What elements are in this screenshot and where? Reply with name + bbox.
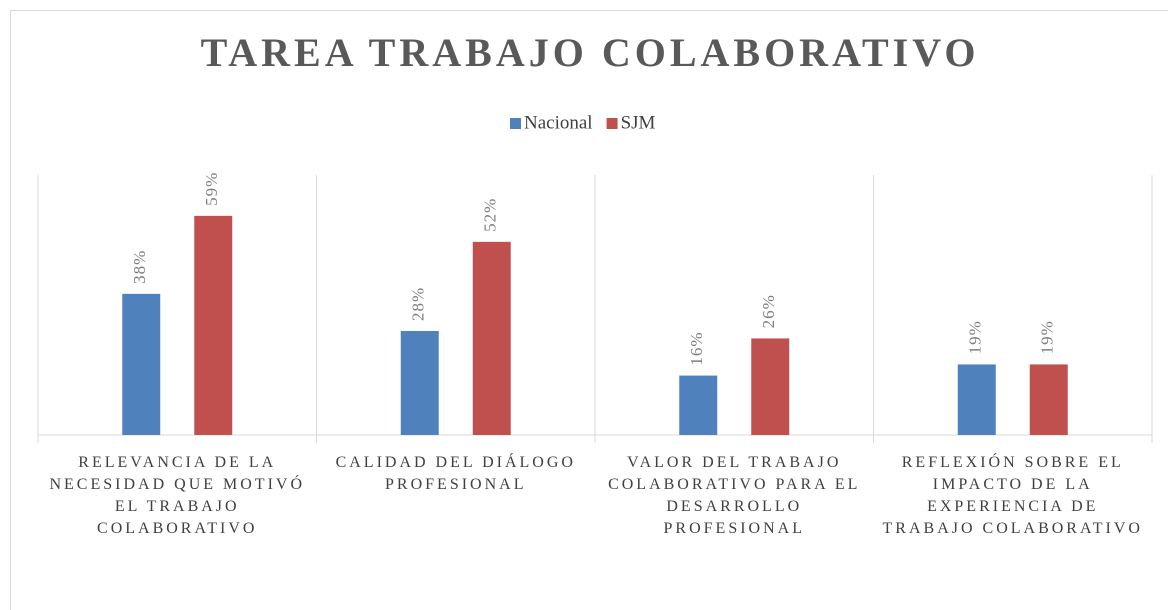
bar xyxy=(472,241,511,435)
bar xyxy=(957,364,996,435)
bar xyxy=(400,331,439,435)
bar xyxy=(679,375,718,435)
legend-label: SJM xyxy=(621,112,656,133)
bar xyxy=(751,338,790,435)
data-label: 38% xyxy=(130,250,149,284)
bar xyxy=(122,293,161,435)
data-label: 26% xyxy=(759,294,778,328)
bar xyxy=(1029,364,1068,435)
legend-label: Nacional xyxy=(524,112,593,133)
chart-title: TAREA TRABAJO COLABORATIVO xyxy=(201,30,980,75)
bar xyxy=(194,215,233,435)
data-label: 16% xyxy=(687,331,706,365)
data-label: 19% xyxy=(1038,320,1057,354)
x-tick-label: REFLEXIÓN SOBRE EL IMPACTO DE LA EXPERIE… xyxy=(882,454,1143,537)
x-tick-label: CALIDAD DEL DIÁLOGO PROFESIONAL xyxy=(335,454,576,493)
legend-swatch xyxy=(606,118,618,129)
data-label: 19% xyxy=(966,320,985,354)
x-tick-label: VALOR DEL TRABAJO COLABORATIVO PARA EL D… xyxy=(608,454,861,537)
legend-swatch xyxy=(510,118,521,129)
data-label: 59% xyxy=(202,172,221,206)
data-label: 28% xyxy=(409,287,428,321)
x-tick-label: RELEVANCIA DE LA NECESIDAD QUE MOTIVÓ EL… xyxy=(49,454,306,537)
data-label: 52% xyxy=(481,198,500,232)
